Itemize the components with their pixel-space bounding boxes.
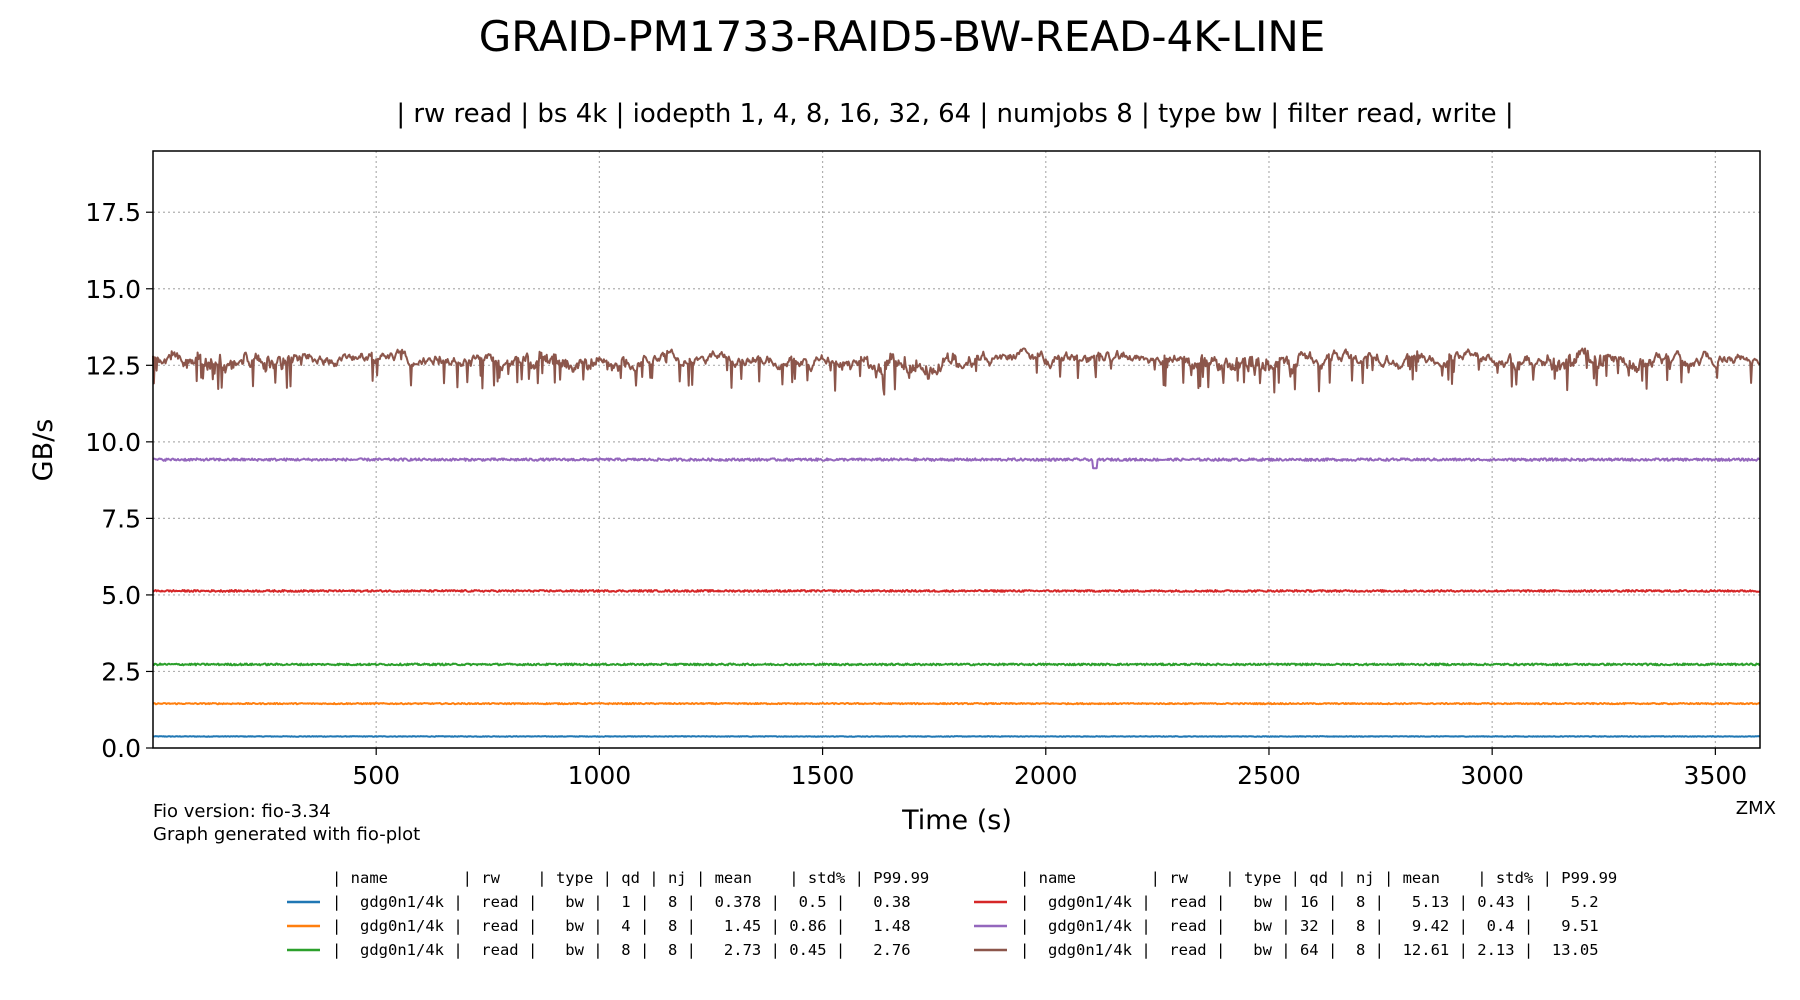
series-line-qd16 — [152, 589, 1761, 593]
y-tick-label: 12.5 — [85, 351, 141, 380]
y-axis-ticks: 0.0 2.5 5.0 7.5 10.0 12.5 15.0 17.5 — [85, 198, 153, 763]
x-tick-label: 2000 — [1014, 761, 1078, 790]
chart-title: GRAID-PM1733-RAID5-BW-READ-4K-LINE — [479, 12, 1326, 61]
y-tick-label: 15.0 — [85, 275, 141, 304]
series-line-qd64 — [152, 347, 1761, 396]
legend-row-qd8: | gdg0n1/4k | read | bw | 8 | 8 | 2.73 |… — [332, 941, 911, 959]
legend-row-qd64: | gdg0n1/4k | read | bw | 64 | 8 | 12.61… — [1020, 941, 1599, 959]
legend-row-qd32: | gdg0n1/4k | read | bw | 32 | 8 | 9.42 … — [1020, 917, 1599, 935]
y-axis-label: GB/s — [28, 419, 59, 482]
x-tick-label: 3000 — [1460, 761, 1524, 790]
x-tick-label: 500 — [352, 761, 400, 790]
watermark: ZMX — [1736, 798, 1776, 819]
y-tick-label: 7.5 — [101, 504, 141, 533]
x-tick-label: 1000 — [568, 761, 632, 790]
series-line-qd32 — [152, 457, 1761, 470]
series-line-qd8 — [152, 662, 1761, 667]
legend-header-right: | name | rw | type | qd | nj | mean | st… — [1020, 869, 1617, 887]
y-tick-label: 5.0 — [101, 581, 141, 610]
legend-rows: | gdg0n1/4k | read | bw | 1 | 8 | 0.378 … — [287, 893, 1599, 959]
y-tick-label: 0.0 — [101, 734, 141, 763]
legend-row-qd1: | gdg0n1/4k | read | bw | 1 | 8 | 0.378 … — [332, 893, 911, 911]
plot-frame — [152, 150, 1761, 749]
series-line-qd4 — [152, 702, 1761, 706]
series-lines — [152, 347, 1761, 738]
x-tick-label: 1500 — [791, 761, 855, 790]
legend-row-qd16: | gdg0n1/4k | read | bw | 16 | 8 | 5.13 … — [1020, 893, 1599, 911]
legend-table: | name | rw | type | qd | nj | mean | st… — [287, 869, 1617, 959]
fio-version-note: Fio version: fio-3.34 — [153, 801, 331, 822]
legend-header-left: | name | rw | type | qd | nj | mean | st… — [332, 869, 929, 887]
x-tick-label: 3500 — [1684, 761, 1748, 790]
series-line-qd1 — [152, 735, 1761, 738]
x-tick-label: 2500 — [1237, 761, 1301, 790]
x-axis-ticks: 500 1000 1500 2000 2500 3000 3500 — [352, 748, 1747, 790]
chart-subtitle: | rw read | bs 4k | iodepth 1, 4, 8, 16,… — [396, 99, 1513, 129]
y-tick-label: 17.5 — [85, 198, 141, 227]
fio-plot-note: Graph generated with fio-plot — [153, 824, 420, 845]
y-tick-label: 10.0 — [85, 428, 141, 457]
grid-lines — [153, 151, 1760, 748]
x-axis-label: Time (s) — [901, 805, 1012, 836]
legend-row-qd4: | gdg0n1/4k | read | bw | 4 | 8 | 1.45 |… — [332, 917, 911, 935]
y-tick-label: 2.5 — [101, 657, 141, 686]
